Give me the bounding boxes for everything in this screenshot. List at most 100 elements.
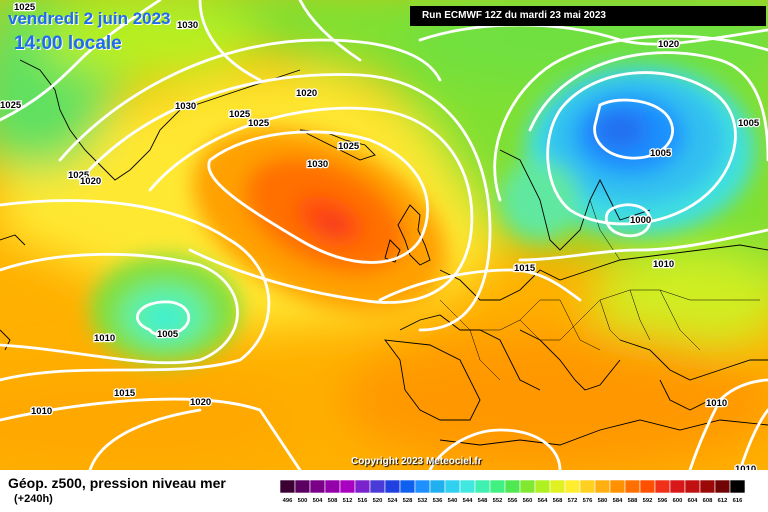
scale-tick-label: 532 bbox=[418, 498, 428, 504]
scale-tick-labels: 496 500 504 508 512 516 520 524 528 532 536 540 544 5… bbox=[283, 498, 743, 504]
model-run-label: Run ECMWF 12Z du mardi 23 mai 2023 bbox=[410, 6, 766, 26]
scale-swatch bbox=[714, 480, 731, 494]
isobar-label: 1010 bbox=[94, 333, 115, 344]
scale-tick-label: 552 bbox=[493, 498, 503, 504]
scale-tick-label: 516 bbox=[358, 498, 368, 504]
scale-swatch bbox=[654, 480, 671, 494]
scale-swatches bbox=[279, 480, 746, 494]
scale-tick-label: 588 bbox=[628, 498, 638, 504]
scale-swatch bbox=[414, 480, 431, 494]
scale-tick-label: 568 bbox=[553, 498, 563, 504]
scale-swatch bbox=[399, 480, 416, 494]
scale-tick-label: 544 bbox=[463, 498, 473, 504]
scale-swatch bbox=[429, 480, 446, 494]
scale-swatch bbox=[699, 480, 716, 494]
isobar-label: 1020 bbox=[190, 397, 211, 408]
scale-tick-label: 560 bbox=[523, 498, 533, 504]
scale-swatch bbox=[279, 480, 296, 494]
scale-tick-label: 608 bbox=[703, 498, 713, 504]
isobar-label: 1025 bbox=[14, 2, 36, 13]
isobar-label: 1010 bbox=[653, 259, 674, 270]
scale-tick-label: 580 bbox=[598, 498, 608, 504]
scale-swatch bbox=[309, 480, 326, 494]
scale-swatch bbox=[459, 480, 476, 494]
scale-swatch bbox=[339, 480, 356, 494]
isobar-label: 1005 bbox=[650, 148, 672, 159]
geopotential-map: 1025 1030 1020 1030 1025 1020 1025 1030 … bbox=[0, 0, 768, 470]
country-borders bbox=[439, 199, 760, 381]
scale-swatch bbox=[609, 480, 626, 494]
copyright-notice: Copyright 2023 Meteociel.fr bbox=[351, 456, 482, 467]
scale-tick-label: 496 bbox=[283, 498, 293, 504]
forecast-lead-time: (+240h) bbox=[14, 493, 53, 505]
isobar-lines bbox=[0, 0, 768, 470]
scale-tick-label: 548 bbox=[478, 498, 488, 504]
scale-tick-label: 512 bbox=[343, 498, 353, 504]
isobar-label: 1005 bbox=[738, 118, 760, 129]
isobar-label: 1010 bbox=[735, 464, 756, 470]
isobar-label: 1025 bbox=[0, 100, 22, 111]
scale-swatch bbox=[294, 480, 311, 494]
scale-swatch bbox=[444, 480, 461, 494]
scale-swatch bbox=[549, 480, 566, 494]
scale-swatch bbox=[534, 480, 551, 494]
isobar-label: 1015 bbox=[114, 388, 136, 399]
scale-swatch bbox=[624, 480, 641, 494]
scale-tick-label: 508 bbox=[328, 498, 338, 504]
scale-tick-label: 612 bbox=[718, 498, 728, 504]
scale-swatch bbox=[354, 480, 371, 494]
isobar-label: 1030 bbox=[307, 159, 328, 170]
scale-tick-label: 528 bbox=[403, 498, 413, 504]
scale-tick-label: 576 bbox=[583, 498, 593, 504]
scale-swatch bbox=[384, 480, 401, 494]
legend-title: Géop. z500, pression niveau mer bbox=[8, 475, 226, 491]
isobar-label: 1025 bbox=[68, 170, 90, 181]
scale-swatch bbox=[684, 480, 701, 494]
scale-swatch bbox=[369, 480, 386, 494]
scale-tick-label: 596 bbox=[658, 498, 668, 504]
scale-tick-label: 556 bbox=[508, 498, 518, 504]
scale-swatch bbox=[474, 480, 491, 494]
scale-swatch bbox=[639, 480, 656, 494]
forecast-date: vendredi 2 juin 2023 bbox=[8, 9, 171, 28]
isobar-label: 1025 bbox=[229, 109, 251, 120]
isobar-label: 1005 bbox=[157, 329, 179, 340]
scale-swatch bbox=[489, 480, 506, 494]
scale-swatch bbox=[564, 480, 581, 494]
isobar-labels: 1025 1030 1020 1030 1025 1020 1025 1030 … bbox=[0, 1, 761, 470]
color-field bbox=[0, 0, 768, 470]
scale-swatch bbox=[504, 480, 521, 494]
isobar-label: 1010 bbox=[706, 398, 727, 409]
scale-swatch bbox=[594, 480, 611, 494]
scale-tick-label: 564 bbox=[538, 498, 548, 504]
isobar-label: 1010 bbox=[31, 406, 52, 417]
scale-tick-label: 504 bbox=[313, 498, 323, 504]
scale-tick-label: 616 bbox=[733, 498, 743, 504]
forecast-time: 14:00 locale bbox=[14, 33, 122, 54]
scale-swatch bbox=[324, 480, 341, 494]
scale-swatch bbox=[729, 480, 746, 494]
scale-tick-label: 600 bbox=[673, 498, 683, 504]
scale-tick-label: 592 bbox=[643, 498, 653, 504]
isobar-label: 1025 bbox=[338, 141, 360, 152]
isobar-label: 1020 bbox=[658, 39, 679, 50]
scale-tick-label: 500 bbox=[298, 498, 308, 504]
scale-tick-label: 520 bbox=[373, 498, 383, 504]
isobar-label: 1020 bbox=[296, 88, 317, 99]
scale-tick-label: 604 bbox=[688, 498, 698, 504]
color-scale: 496 500 504 508 512 516 520 524 528 532 536 540 544 5… bbox=[279, 480, 746, 504]
isobar-label: 1030 bbox=[175, 101, 196, 112]
scale-swatch bbox=[579, 480, 596, 494]
scale-swatch bbox=[519, 480, 536, 494]
scale-tick-label: 572 bbox=[568, 498, 578, 504]
scale-swatch bbox=[669, 480, 686, 494]
scale-tick-label: 524 bbox=[388, 498, 398, 504]
isobar-label: 1025 bbox=[248, 118, 270, 129]
scale-tick-label: 536 bbox=[433, 498, 443, 504]
isobar-label: 1030 bbox=[177, 20, 198, 31]
isobar-label: 1020 bbox=[80, 176, 101, 187]
isobar-label: 1015 bbox=[514, 263, 536, 274]
isobar-label: 1000 bbox=[630, 215, 651, 226]
scale-tick-label: 540 bbox=[448, 498, 458, 504]
scale-tick-label: 584 bbox=[613, 498, 623, 504]
